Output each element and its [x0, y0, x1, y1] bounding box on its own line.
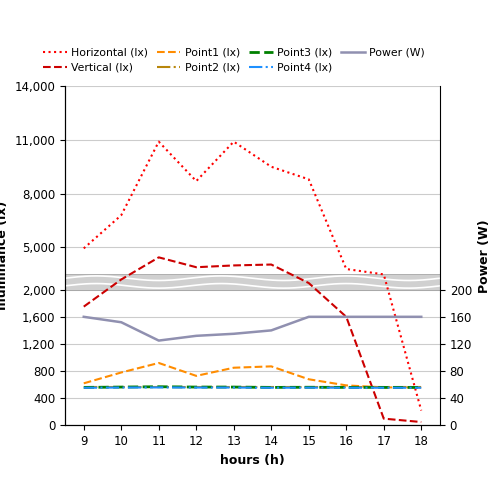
Legend: Horizontal (lx), Vertical (lx), Point1 (lx), Point2 (lx), Point3 (lx), Point4 (l: Horizontal (lx), Vertical (lx), Point1 (…: [38, 43, 429, 77]
Bar: [65, 274, 440, 290]
X-axis label: hours (h): hours (h): [220, 454, 285, 467]
Y-axis label: Illuminance (lx): Illuminance (lx): [0, 201, 9, 310]
Y-axis label: Power (W): Power (W): [478, 219, 490, 293]
